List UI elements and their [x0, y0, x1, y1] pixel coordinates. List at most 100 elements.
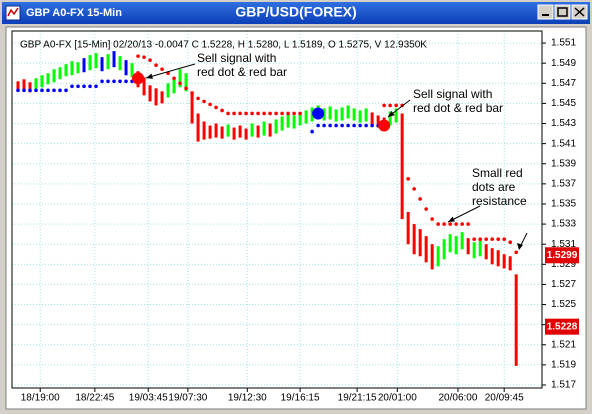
resistance-dot [160, 67, 164, 72]
resistance-dot [268, 111, 272, 116]
price-bar [334, 109, 338, 122]
y-tick-label: 1.545 [551, 98, 576, 109]
y-tick-label: 1.547 [551, 78, 576, 89]
price-bar [94, 53, 98, 69]
annotation-text: resistance [472, 194, 527, 208]
x-tick-label: 19/16:15 [281, 393, 320, 404]
price-bar [166, 83, 170, 98]
plot [16, 51, 518, 366]
price-bar [58, 67, 62, 80]
y-tick-label: 1.517 [551, 380, 576, 391]
price-bar [418, 229, 422, 257]
chart-panel [5, 26, 587, 410]
price-bar [256, 125, 260, 138]
resistance-dot [226, 111, 230, 116]
support-dot [328, 123, 332, 128]
support-dot [70, 84, 74, 89]
price-bar [400, 113, 404, 220]
resistance-dot [178, 81, 182, 86]
price-bar [184, 73, 188, 92]
annotation-text: Sell signal with [413, 87, 492, 101]
price-bar [412, 224, 416, 255]
window-buttons [537, 4, 588, 20]
support-dot [52, 88, 56, 93]
price-bar [220, 126, 224, 139]
plot-frame [11, 30, 543, 389]
support-dot [322, 123, 326, 128]
price-bar [484, 244, 488, 260]
support-dot [112, 79, 116, 84]
price-bar [370, 112, 374, 125]
resistance-dot [418, 197, 422, 201]
annotation-arrowhead [146, 73, 153, 79]
resistance-dot [454, 222, 458, 226]
price-bar [82, 58, 86, 73]
price-bar [328, 106, 332, 120]
resistance-dot [220, 108, 224, 113]
resistance-dot [250, 111, 254, 116]
price-bar [448, 234, 452, 253]
support-dot [124, 79, 128, 84]
price-tag-label: 1.5228 [547, 321, 578, 332]
resistance-dot [502, 237, 506, 241]
y-tick-label: 1.533 [551, 219, 576, 230]
close-glyph [574, 7, 585, 17]
minimize-button[interactable] [537, 4, 554, 20]
support-dot [364, 123, 368, 128]
resistance-dot [184, 86, 188, 91]
resistance-dot [406, 177, 410, 181]
support-dot [310, 129, 314, 134]
support-dot [340, 123, 344, 128]
support-dot [100, 79, 104, 84]
price-bar [346, 105, 350, 119]
y-tick-label: 1.541 [551, 138, 576, 149]
resistance-dot [280, 111, 284, 116]
price-bar [274, 119, 278, 134]
price-bar [298, 112, 302, 126]
resistance-dot [514, 250, 518, 255]
price-bar [454, 236, 458, 255]
price-bar [460, 232, 464, 250]
support-dot [352, 123, 356, 128]
price-bar [250, 123, 254, 137]
support-dot [40, 88, 44, 93]
price-bar [106, 54, 110, 70]
price-bar [100, 57, 104, 72]
price-bar [196, 113, 200, 142]
x-tick-label: 20/06:00 [438, 393, 477, 404]
support-dot [46, 88, 50, 93]
resistance-dot [202, 99, 206, 104]
price-bar [52, 69, 56, 83]
support-dot [58, 88, 62, 93]
resistance-dot [148, 58, 152, 62]
price-bar [466, 238, 470, 255]
resistance-dot [262, 111, 266, 116]
resistance-dot [496, 237, 500, 241]
price-bar [88, 55, 92, 71]
price-bar [202, 121, 206, 140]
x-tick-label: 20/01:00 [378, 393, 417, 404]
support-dot [82, 84, 86, 89]
price-bar [358, 110, 362, 123]
price-bar [142, 77, 146, 96]
resistance-dot [490, 237, 494, 241]
y-tick-label: 1.551 [551, 38, 576, 49]
price-bar [406, 212, 410, 245]
resistance-dot [466, 222, 470, 226]
price-tag [545, 247, 579, 264]
x-tick-label: 19/12:30 [228, 393, 267, 404]
annotation-text: dots are [472, 180, 516, 194]
price-bar [388, 111, 392, 126]
x-tick-label: 19/21:15 [338, 393, 377, 404]
resistance-dot [286, 111, 290, 116]
resistance-dot [298, 111, 302, 116]
price-bar [244, 128, 248, 140]
price-bar [22, 79, 26, 91]
resistance-dot [196, 96, 200, 101]
price-bar [262, 121, 266, 136]
support-dot [34, 88, 38, 93]
y-tick-label: 1.535 [551, 199, 576, 210]
price-bar [280, 116, 284, 131]
resistance-dot [190, 91, 194, 96]
resistance-dot [430, 217, 434, 221]
